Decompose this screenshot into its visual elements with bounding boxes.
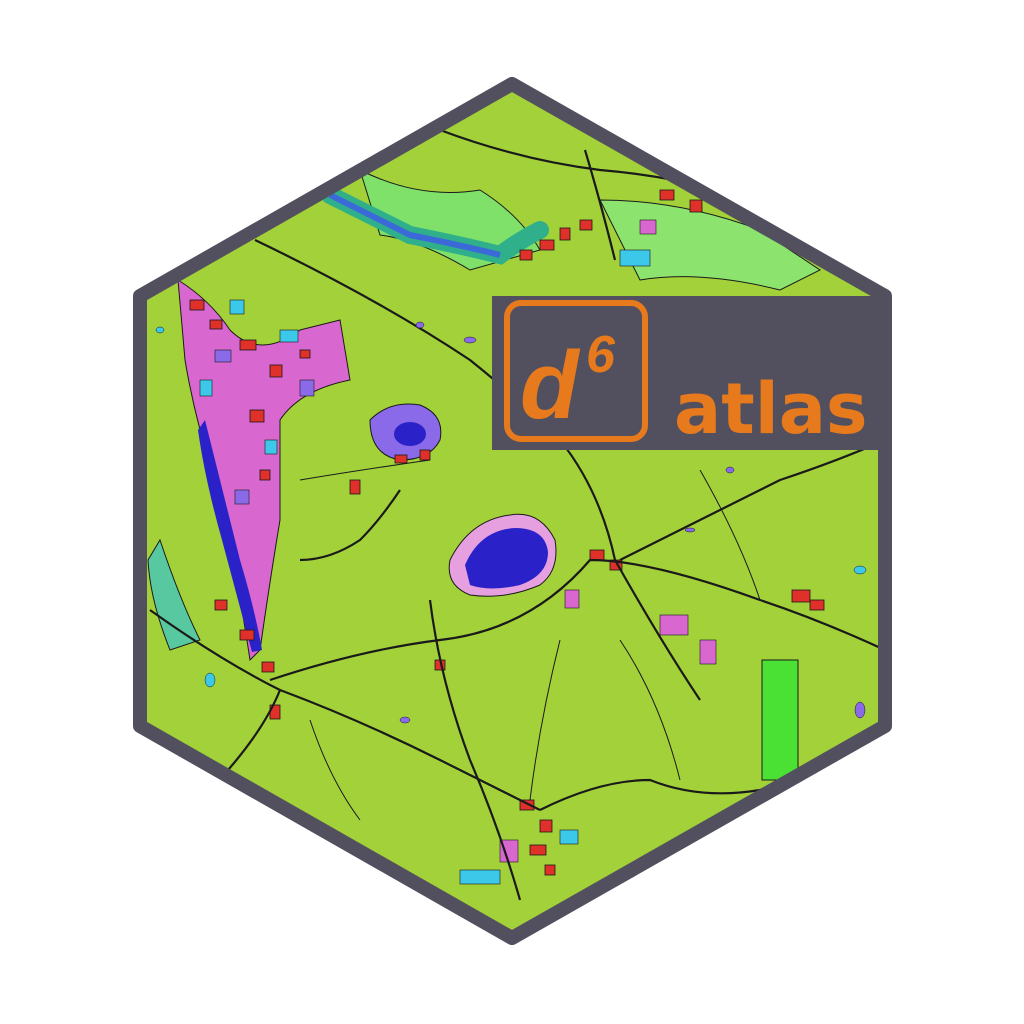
logo-word: atlas <box>674 368 868 450</box>
logo-letter: d <box>520 332 581 439</box>
logo-superscript: 6 <box>586 326 616 384</box>
